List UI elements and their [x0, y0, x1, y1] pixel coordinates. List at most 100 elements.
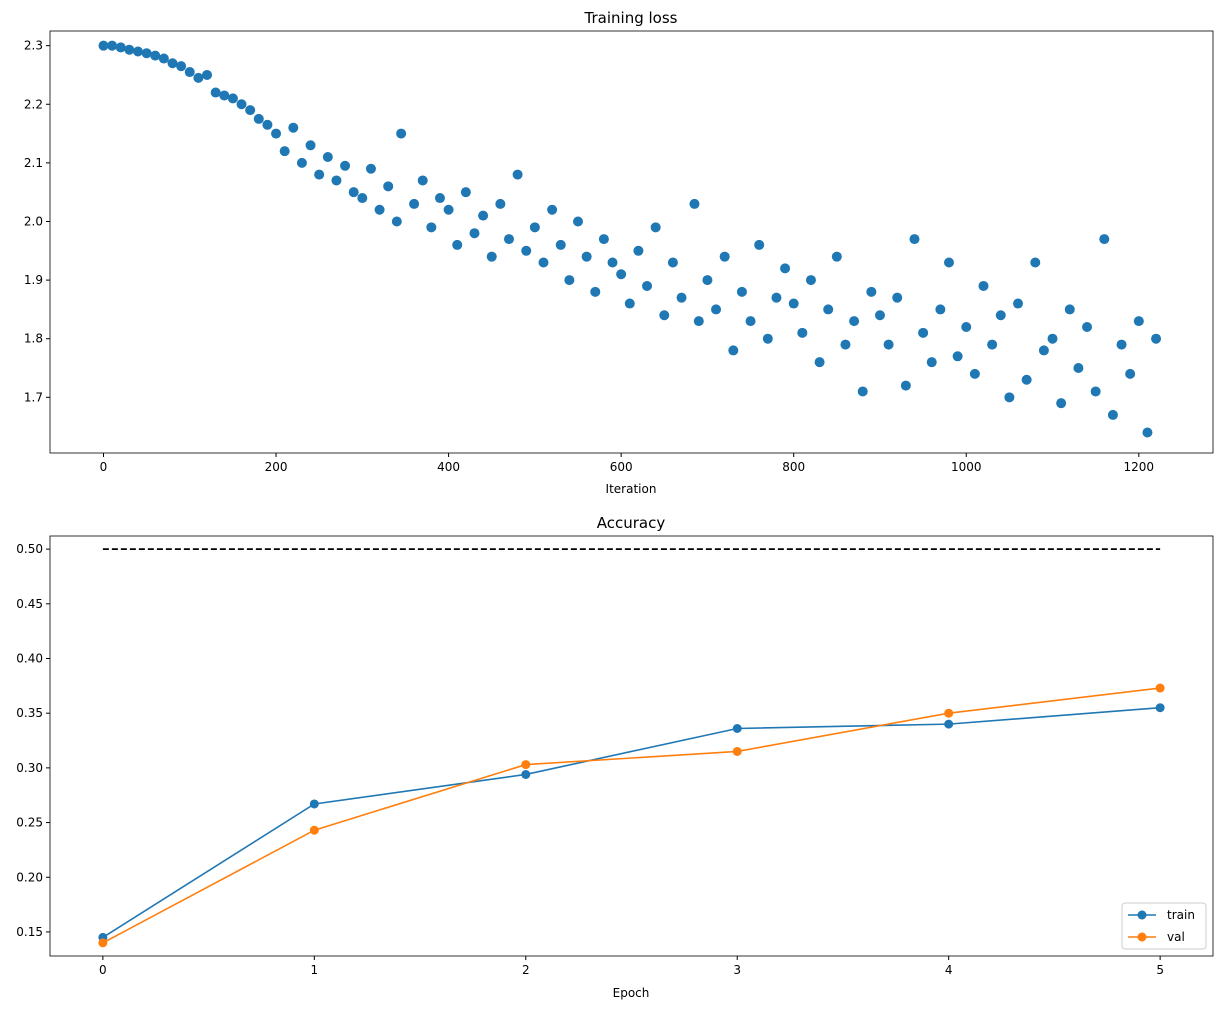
loss-point [296, 157, 307, 168]
legend-train-label: train [1167, 908, 1195, 922]
loss-point [909, 234, 920, 245]
loss-point [987, 339, 998, 350]
loss-point [659, 310, 670, 321]
loss-point [305, 140, 316, 151]
loss-point [995, 310, 1006, 321]
loss-point [1142, 427, 1153, 438]
accuracy-xlabel: Epoch [613, 986, 650, 1000]
loss-point [396, 128, 407, 139]
loss-point [736, 286, 747, 297]
y-tick-label: 0.25 [16, 816, 43, 830]
loss-point [210, 87, 221, 98]
loss-point [193, 72, 204, 83]
x-tick-label: 1 [310, 963, 318, 977]
training-loss-xlabel: Iteration [606, 482, 657, 496]
loss-point [719, 251, 730, 262]
loss-point [219, 90, 230, 101]
loss-point [598, 234, 609, 245]
loss-point [840, 339, 851, 350]
loss-point [340, 160, 351, 171]
x-tick-label: 2 [522, 963, 530, 977]
loss-point [417, 175, 428, 186]
loss-point [245, 105, 256, 116]
loss-point [762, 333, 773, 344]
loss-point [866, 286, 877, 297]
loss-point [978, 280, 989, 291]
loss-point [1151, 333, 1162, 344]
loss-point [227, 93, 238, 104]
loss-point [141, 48, 152, 59]
loss-point [1107, 409, 1118, 420]
accuracy-title: Accuracy [597, 514, 666, 532]
loss-point [176, 61, 187, 72]
training-loss-title: Training loss [584, 9, 678, 27]
loss-point [150, 50, 161, 61]
loss-point [823, 304, 834, 315]
loss-point [184, 67, 195, 78]
loss-point [573, 216, 584, 227]
loss-point [607, 257, 618, 268]
loss-point [262, 119, 273, 130]
loss-point [689, 198, 700, 209]
y-tick-label: 0.30 [16, 761, 43, 775]
loss-point [158, 53, 169, 64]
loss-point [642, 280, 653, 291]
loss-point [348, 187, 359, 198]
loss-point [961, 321, 972, 332]
loss-point [374, 204, 385, 215]
x-tick-label: 0 [100, 460, 108, 474]
loss-point [926, 357, 937, 368]
accuracy-frame [49, 535, 1214, 957]
loss-point [1004, 392, 1015, 403]
loss-point [564, 275, 575, 286]
val-point [732, 746, 742, 756]
val-point [944, 708, 954, 718]
loss-point [702, 275, 713, 286]
loss-point [443, 204, 454, 215]
loss-point [849, 316, 860, 327]
x-tick-label: 3 [733, 963, 741, 977]
loss-point [167, 58, 178, 69]
loss-point [935, 304, 946, 315]
loss-point [745, 316, 756, 327]
y-tick-label: 2.1 [24, 156, 43, 170]
loss-point [279, 146, 290, 157]
loss-point [495, 198, 506, 209]
y-tick-label: 1.9 [24, 273, 43, 287]
loss-point [831, 251, 842, 262]
loss-point [1056, 398, 1067, 409]
loss-point [797, 327, 808, 338]
loss-point [521, 245, 532, 256]
val-point [309, 825, 319, 835]
loss-point [892, 292, 903, 303]
loss-point [1090, 386, 1101, 397]
loss-point [874, 310, 885, 321]
y-tick-label: 0.35 [16, 706, 43, 720]
loss-point [555, 239, 566, 250]
x-tick-label: 5 [1156, 963, 1164, 977]
loss-point [693, 316, 704, 327]
loss-point [314, 169, 325, 180]
loss-point [676, 292, 687, 303]
loss-point [711, 304, 722, 315]
loss-point [943, 257, 954, 268]
x-tick-label: 1200 [1124, 460, 1155, 474]
loss-point [115, 42, 126, 53]
loss-point [391, 216, 402, 227]
legend: train val [1121, 902, 1207, 950]
loss-point [478, 210, 489, 221]
y-tick-label: 2.2 [24, 97, 43, 111]
loss-point [650, 222, 661, 233]
loss-point [918, 327, 929, 338]
loss-point [357, 193, 368, 204]
loss-point [98, 40, 109, 51]
train-point [309, 799, 319, 809]
loss-point [365, 163, 376, 174]
train-line [102, 706, 1161, 939]
loss-point [1073, 363, 1084, 374]
loss-point [383, 181, 394, 192]
loss-point [788, 298, 799, 309]
loss-point [590, 286, 601, 297]
y-tick-label: 1.7 [24, 390, 43, 404]
legend-val-marker [1137, 932, 1147, 942]
